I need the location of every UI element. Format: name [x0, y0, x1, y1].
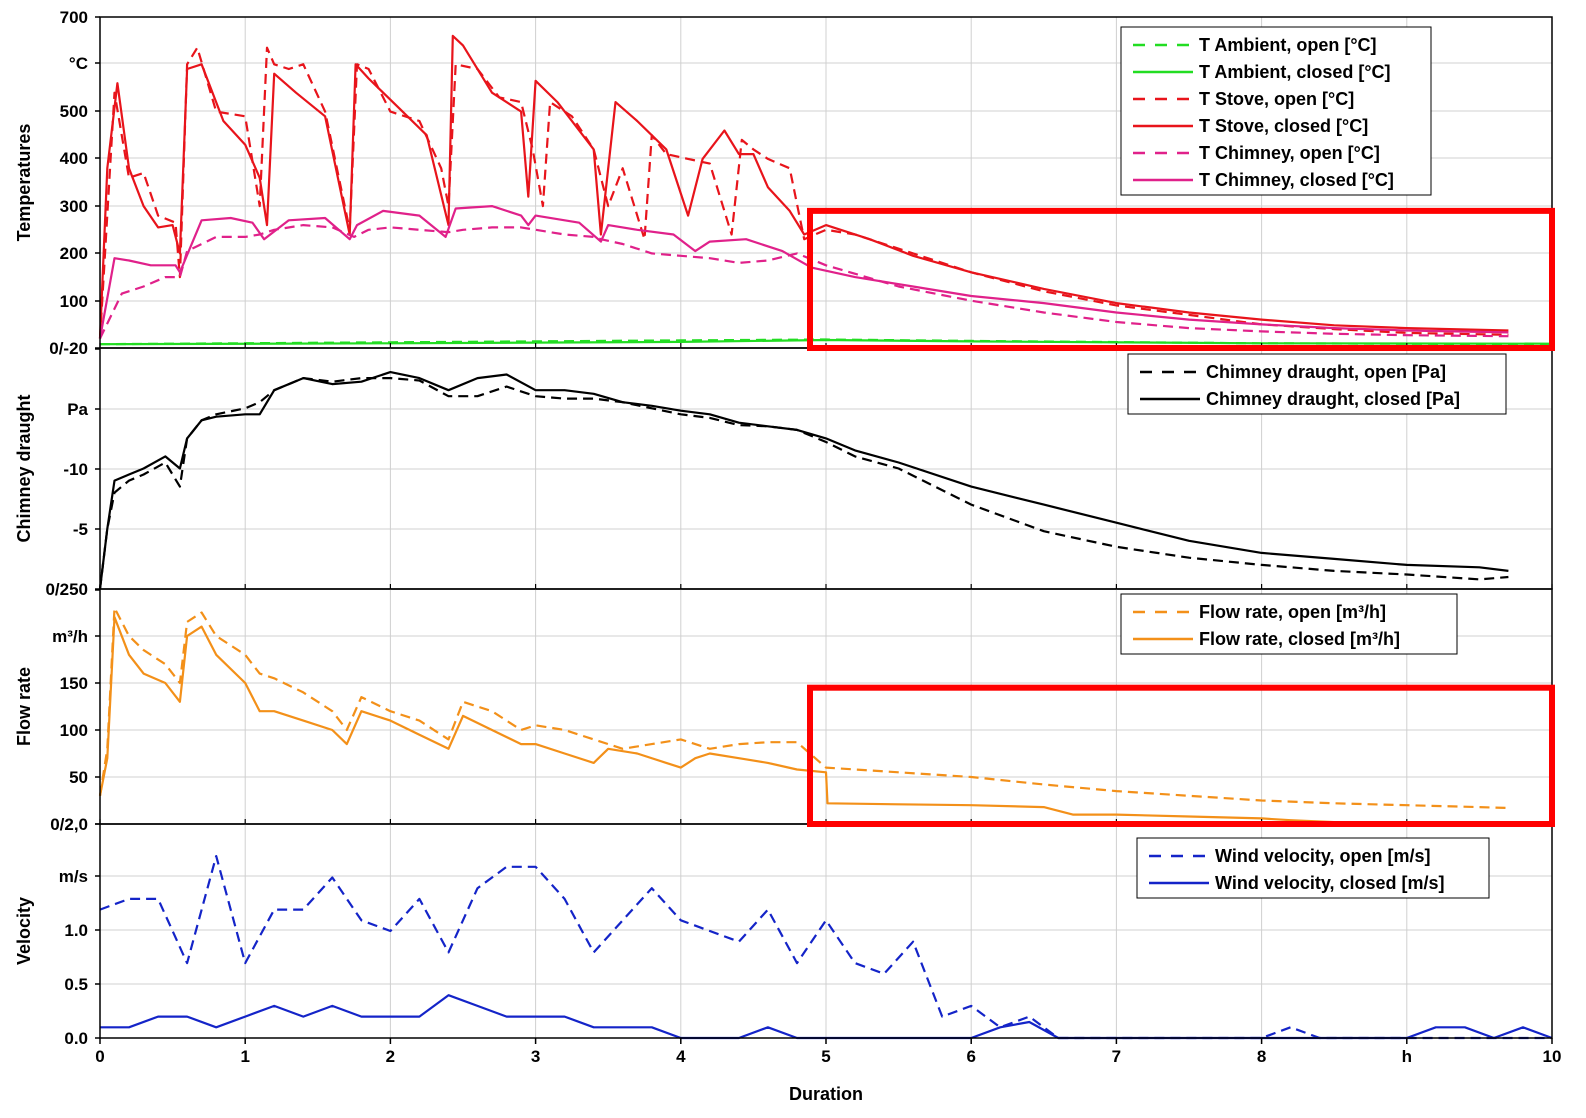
x-tick-label: 3: [531, 1047, 540, 1066]
panel-temperatures: 0/-20 100 200 300 400 500 °C 700 Temperatures T A…: [14, 8, 1553, 358]
series-line-0: [98, 606, 1509, 810]
legend: T Ambient, open [°C] T Ambient, closed [°…: [1120, 26, 1432, 196]
x-tick-label: 10: [1543, 1047, 1562, 1066]
series-line-5: [98, 205, 1509, 339]
legend-box: [1120, 26, 1432, 196]
highlight-box-0: [807, 207, 1555, 351]
highlight-box-1: [807, 684, 1555, 828]
y-tick-label: Pa: [67, 400, 88, 419]
legend-label: Wind velocity, closed [m/s]: [1215, 873, 1445, 893]
x-tick-label: 7: [1112, 1047, 1121, 1066]
panel-velocity: 0.0 0.5 1.0 m/s Velocity Wind velocity, open …: [14, 823, 1562, 1066]
x-axis-title: Duration: [789, 1084, 863, 1104]
x-tick-label: 4: [676, 1047, 686, 1066]
panel-chimney-draught: 0/250 -5 -10 Pa Chimney draught Chimney draug…: [14, 347, 1553, 599]
legend: Flow rate, open [m³/h] Flow rate, closed …: [1120, 593, 1458, 655]
y-tick-label: 1.0: [64, 921, 88, 940]
x-tick-label: h: [1402, 1047, 1412, 1066]
y-tick-label: 700: [60, 8, 88, 27]
x-tick-label: 1: [240, 1047, 249, 1066]
y-tick-label: 0.5: [64, 975, 88, 994]
x-tick-label: 2: [386, 1047, 395, 1066]
x-tick-label: 6: [966, 1047, 975, 1066]
y-tick-label: 0/2,0: [50, 815, 88, 834]
y-axis-title: Velocity: [14, 897, 34, 965]
legend-label: T Chimney, open [°C]: [1199, 143, 1380, 163]
y-tick-label: °C: [69, 54, 88, 73]
legend-box: [1127, 353, 1507, 415]
legend-label: Flow rate, closed [m³/h]: [1199, 629, 1400, 649]
series-line-2: [98, 46, 1509, 339]
legend-label: T Ambient, open [°C]: [1199, 35, 1377, 55]
y-tick-label: 150: [60, 674, 88, 693]
series-line-1: [98, 371, 1509, 590]
x-tick-label: 0: [95, 1047, 104, 1066]
legend-label: Chimney draught, closed [Pa]: [1206, 389, 1460, 409]
legend-label: T Ambient, closed [°C]: [1199, 62, 1391, 82]
series-line-4: [99, 224, 1509, 339]
y-axis-title: Chimney draught: [14, 394, 34, 542]
legend-label: T Stove, open [°C]: [1199, 89, 1354, 109]
y-tick-label: 100: [60, 721, 88, 740]
series-line-0: [99, 855, 1552, 1040]
series-line-1: [98, 616, 1509, 826]
series-line-3: [98, 34, 1509, 339]
y-tick-label: m/s: [59, 867, 88, 886]
y-tick-label: -10: [63, 460, 88, 479]
y-tick-label: 0/250: [45, 580, 88, 599]
legend-label: T Chimney, closed [°C]: [1199, 170, 1394, 190]
y-tick-label: -5: [73, 520, 88, 539]
y-tick-label: 50: [69, 768, 88, 787]
legend: Wind velocity, open [m/s] Wind velocity, …: [1136, 837, 1490, 899]
legend-label: T Stove, closed [°C]: [1199, 116, 1368, 136]
legend-label: Wind velocity, open [m/s]: [1215, 846, 1431, 866]
y-tick-label: 200: [60, 244, 88, 263]
highlight-boxes-layer: [807, 207, 1555, 828]
y-axis-title: Temperatures: [14, 124, 34, 242]
legend-box: [1120, 593, 1458, 655]
x-tick-label: 8: [1257, 1047, 1266, 1066]
legend-box: [1136, 837, 1490, 899]
legend: Chimney draught, open [Pa] Chimney draugh…: [1127, 353, 1507, 415]
panel-flow-rate: 0/2,0 50 100 150 m³/h Flow rate Flow rate, ope…: [14, 588, 1553, 834]
y-tick-label: 300: [60, 197, 88, 216]
legend-label: Chimney draught, open [Pa]: [1206, 362, 1446, 382]
y-tick-label: 500: [60, 102, 88, 121]
y-tick-label: 0.0: [64, 1029, 88, 1048]
x-tick-label: 5: [821, 1047, 830, 1066]
y-tick-label: 100: [60, 292, 88, 311]
y-tick-label: m³/h: [52, 627, 88, 646]
legend-label: Flow rate, open [m³/h]: [1199, 602, 1386, 622]
y-axis-title: Flow rate: [14, 667, 34, 746]
y-tick-label: 0/-20: [49, 339, 88, 358]
y-tick-label: 400: [60, 149, 88, 168]
